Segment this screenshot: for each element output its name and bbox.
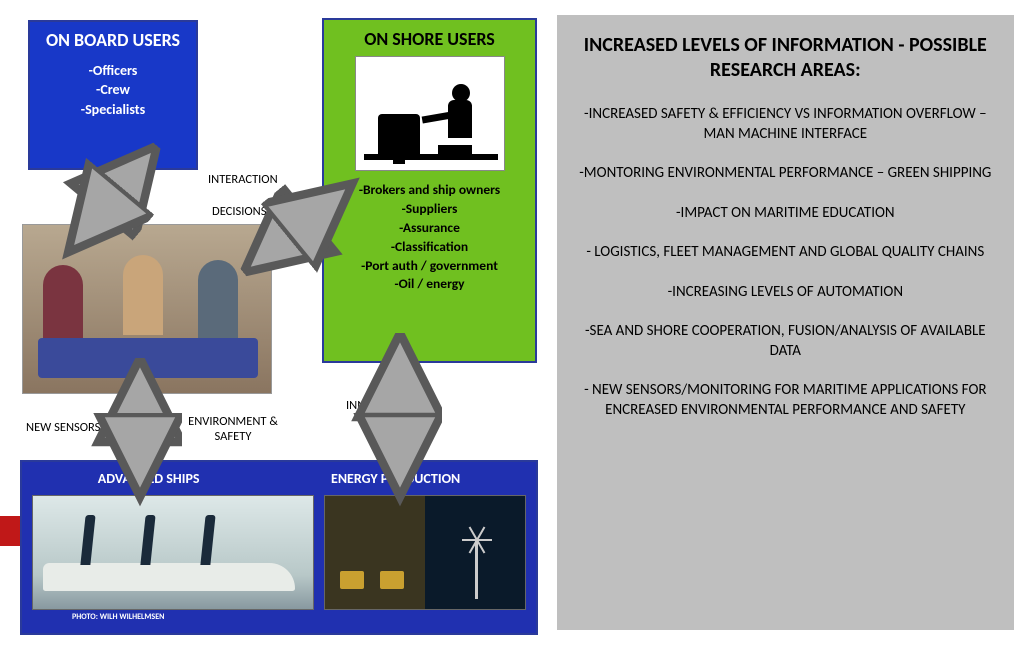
research-item: -IMPACT ON MARITIME EDUCATION [569,204,1002,224]
energy-production-image [324,495,526,610]
label-interaction: INTERACTION [208,172,278,187]
research-item: -INCREASING LEVELS OF AUTOMATION [569,283,1002,303]
onshore-item: -Brokers and ship owners [334,181,525,200]
onboard-title: ON BOARD USERS [40,30,186,51]
label-innovation: INNOVATION [346,398,412,413]
onshore-title: ON SHORE USERS [334,28,525,50]
onshore-item: -Classification [334,238,525,257]
energy-production-header: ENERGY PRODUCTION [331,470,460,487]
center-collaboration-image [22,224,272,394]
label-new-sensors: NEW SENSORS [26,420,100,435]
research-item: -INCREASED SAFETY & EFFICIENCY VS INFORM… [569,105,1002,144]
diagram-area: ON BOARD USERS -Officers -Crew -Speciali… [0,0,552,645]
onboard-item: -Crew [40,80,186,100]
advanced-ships-header: ADVANCED SHIPS [98,470,200,487]
photo-credit: PHOTO: WILH WILHELMSEN [32,612,526,622]
research-areas-panel: INCREASED LEVELS OF INFORMATION - POSSIB… [557,15,1014,630]
research-item: - NEW SENSORS/MONITORING FOR MARITIME AP… [569,381,1002,420]
research-item: -MONTORING ENVIRONMENTAL PERFORMANCE – G… [569,164,1002,184]
computer-user-illustration [355,56,505,171]
onshore-item: -Oil / energy [334,275,525,294]
label-decisions: DECISIONS [212,204,266,219]
onboard-users-box: ON BOARD USERS -Officers -Crew -Speciali… [28,20,198,170]
advanced-ship-image [32,495,314,610]
onshore-item: -Suppliers [334,200,525,219]
onboard-to-center [95,178,130,220]
onboard-item: -Specialists [40,100,186,120]
label-env-safety: ENVIRONMENT & SAFETY [178,414,288,444]
research-item: - LOGISTICS, FLEET MANAGEMENT AND GLOBAL… [569,243,1002,263]
onshore-list: -Brokers and ship owners -Suppliers -Ass… [334,181,525,294]
onboard-item: -Officers [40,61,186,81]
bottom-ships-energy-box: ADVANCED SHIPS ENERGY PRODUCTION [20,460,538,635]
onboard-list: -Officers -Crew -Specialists [40,61,186,120]
research-item: -SEA AND SHORE COOPERATION, FUSION/ANALY… [569,322,1002,361]
onshore-users-box: ON SHORE USERS -Brokers and ship owners … [322,18,537,363]
onshore-item: -Assurance [334,219,525,238]
research-panel-title: INCREASED LEVELS OF INFORMATION - POSSIB… [569,33,1002,83]
center-to-onshore [276,210,320,246]
onshore-item: -Port auth / government [334,257,525,276]
